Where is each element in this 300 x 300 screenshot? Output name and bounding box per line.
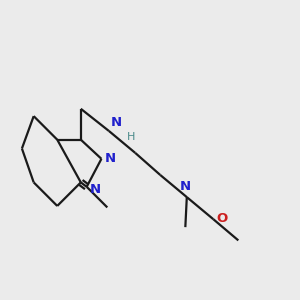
Text: O: O [217,212,228,225]
Text: N: N [105,152,116,165]
Text: H: H [127,132,135,142]
Text: N: N [180,180,191,193]
Text: N: N [90,183,101,196]
Text: N: N [111,116,122,129]
